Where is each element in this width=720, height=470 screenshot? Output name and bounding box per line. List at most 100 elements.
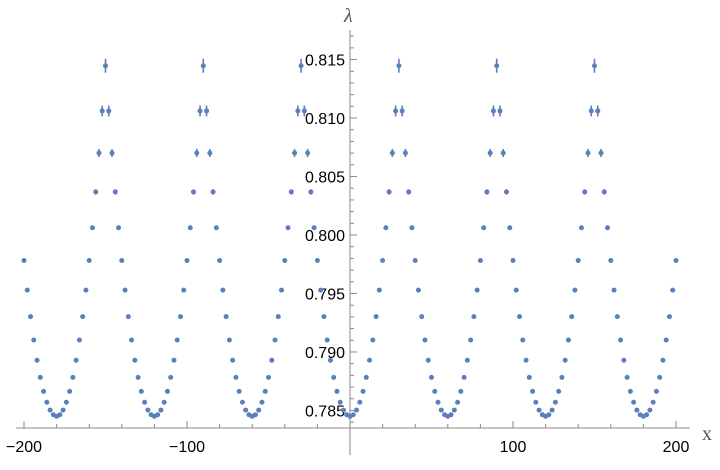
data-point	[530, 388, 536, 394]
data-point	[533, 399, 539, 405]
data-point	[614, 314, 620, 320]
data-point	[513, 287, 519, 293]
x-tick-label: 100	[500, 439, 527, 456]
data-point	[129, 337, 135, 343]
data-point	[158, 407, 164, 413]
data-point	[634, 407, 640, 413]
data-point	[575, 257, 581, 263]
data-point	[96, 150, 102, 156]
data-point	[119, 257, 125, 263]
data-point	[350, 412, 356, 418]
data-point	[517, 314, 523, 320]
data-point	[99, 108, 105, 114]
data-point	[47, 407, 53, 413]
data-point	[546, 412, 552, 418]
data-point	[311, 225, 317, 231]
data-point	[41, 388, 47, 394]
data-point	[168, 374, 174, 380]
data-point	[298, 63, 304, 69]
data-point	[164, 388, 170, 394]
data-point	[624, 374, 630, 380]
data-point	[67, 388, 73, 394]
data-point	[670, 287, 676, 293]
data-point	[292, 150, 298, 156]
data-point	[399, 108, 405, 114]
data-point	[204, 108, 210, 114]
data-point	[109, 150, 115, 156]
data-point	[503, 189, 509, 195]
data-point	[174, 337, 180, 343]
data-point	[448, 412, 454, 418]
data-point	[145, 407, 151, 413]
data-point	[569, 314, 575, 320]
data-point	[490, 108, 496, 114]
data-point	[595, 108, 601, 114]
data-point	[226, 337, 232, 343]
data-point	[429, 374, 434, 380]
data-point	[321, 314, 327, 320]
data-point	[171, 357, 177, 363]
data-point	[562, 357, 568, 363]
data-point	[282, 257, 288, 263]
data-point	[217, 257, 223, 263]
data-point	[37, 374, 43, 380]
data-point	[331, 374, 337, 380]
data-point	[653, 388, 659, 394]
data-point	[187, 225, 193, 231]
data-point	[142, 399, 148, 405]
data-point	[598, 150, 604, 156]
data-point	[494, 63, 500, 69]
data-point	[559, 374, 565, 380]
data-point	[451, 407, 457, 413]
axes	[16, 30, 690, 455]
data-point	[425, 357, 431, 363]
data-point	[259, 399, 265, 405]
data-point	[194, 150, 200, 156]
data-point	[334, 388, 340, 394]
data-point	[233, 374, 239, 380]
data-point	[262, 388, 268, 394]
data-point	[57, 412, 63, 418]
data-point	[432, 388, 438, 394]
data-point	[601, 189, 607, 195]
data-point	[376, 287, 382, 293]
data-point	[266, 374, 271, 380]
data-point	[340, 407, 346, 413]
data-point	[181, 287, 187, 293]
data-point	[592, 63, 597, 69]
data-point	[197, 108, 203, 114]
data-point	[112, 189, 118, 195]
data-point	[484, 189, 490, 195]
data-point	[308, 189, 314, 195]
data-point	[644, 412, 650, 418]
data-point	[122, 287, 128, 293]
data-point	[138, 388, 144, 394]
x-axis-label: x	[702, 423, 712, 445]
data-point	[89, 225, 95, 231]
data-point	[279, 287, 285, 293]
data-point	[578, 225, 584, 231]
data-point	[435, 399, 441, 405]
data-point	[396, 63, 402, 69]
data-point	[650, 399, 656, 405]
y-tick-label: 0.810	[305, 111, 345, 128]
data-point	[461, 374, 467, 380]
data-point	[116, 225, 122, 231]
data-point	[582, 189, 588, 195]
data-point	[236, 388, 242, 394]
data-point	[618, 337, 624, 343]
data-point	[585, 150, 591, 156]
data-point	[230, 357, 236, 363]
data-point	[663, 337, 669, 343]
data-point	[177, 314, 183, 320]
data-point	[419, 314, 425, 320]
data-point	[422, 337, 428, 343]
data-point	[402, 150, 408, 156]
y-tick-label: 0.805	[305, 170, 345, 187]
data-point	[301, 108, 307, 114]
data-point	[272, 337, 278, 343]
data-point	[660, 357, 666, 363]
data-point	[507, 225, 513, 231]
data-point	[184, 257, 190, 263]
data-point	[288, 189, 294, 195]
